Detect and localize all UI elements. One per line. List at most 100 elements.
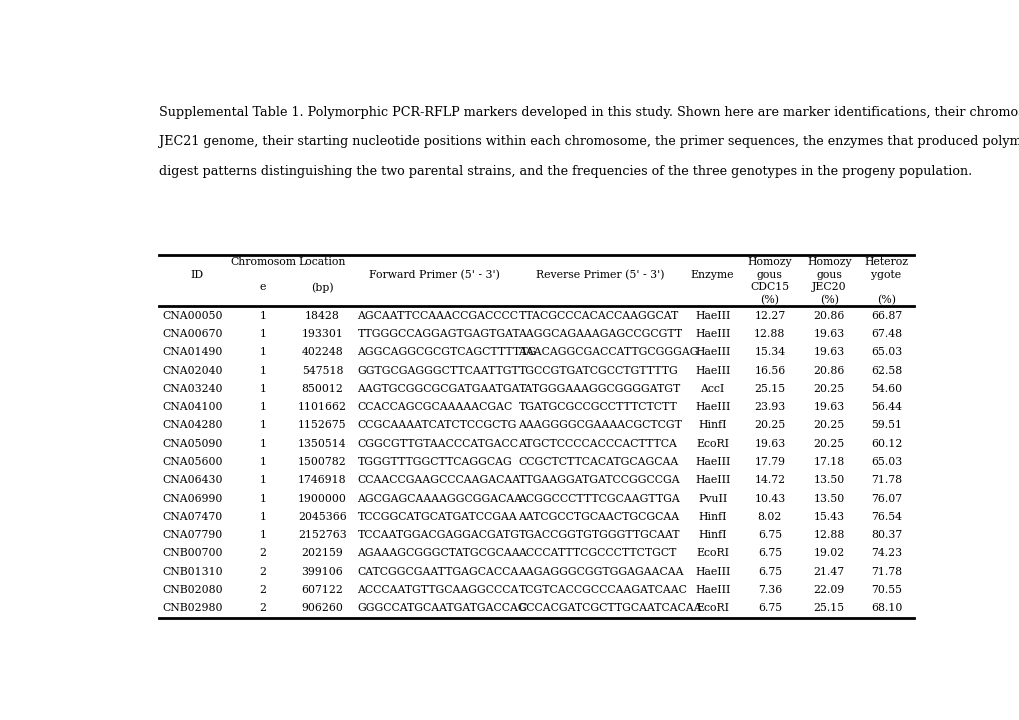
Text: 1: 1 — [259, 438, 266, 449]
Text: 6.75: 6.75 — [757, 549, 782, 559]
Text: 6.75: 6.75 — [757, 530, 782, 540]
Text: CNB02080: CNB02080 — [162, 585, 223, 595]
Text: CNA07470: CNA07470 — [162, 512, 222, 522]
Text: 8.02: 8.02 — [757, 512, 782, 522]
Text: Reverse Primer (5' - 3'): Reverse Primer (5' - 3') — [535, 269, 663, 280]
Text: Chromosom: Chromosom — [230, 257, 296, 267]
Text: Enzyme: Enzyme — [690, 269, 734, 279]
Text: CNA06430: CNA06430 — [162, 475, 222, 485]
Text: HinfI: HinfI — [698, 420, 727, 431]
Text: 65.03: 65.03 — [870, 457, 901, 467]
Text: 22.09: 22.09 — [813, 585, 844, 595]
Text: 23.93: 23.93 — [753, 402, 785, 412]
Text: Supplemental Table 1. Polymorphic PCR-RFLP markers developed in this study. Show: Supplemental Table 1. Polymorphic PCR-RF… — [159, 106, 1019, 119]
Text: 402248: 402248 — [302, 347, 343, 357]
Text: 68.10: 68.10 — [870, 603, 901, 613]
Text: TGACCGGTGTGGGTTGCAAT: TGACCGGTGTGGGTTGCAAT — [518, 530, 680, 540]
Text: GGTGCGAGGGCTTCAATTGT: GGTGCGAGGGCTTCAATTGT — [357, 366, 519, 376]
Text: 6.75: 6.75 — [757, 567, 782, 577]
Text: CNA01490: CNA01490 — [162, 347, 222, 357]
Text: 17.79: 17.79 — [754, 457, 785, 467]
Text: 1: 1 — [259, 457, 266, 467]
Text: 15.43: 15.43 — [813, 512, 844, 522]
Text: ATGCTCCCCACCCACTTTCA: ATGCTCCCCACCCACTTTCA — [518, 438, 677, 449]
Text: 15.34: 15.34 — [753, 347, 785, 357]
Text: (%): (%) — [819, 295, 838, 305]
Text: CNA03240: CNA03240 — [162, 384, 222, 394]
Text: 906260: 906260 — [302, 603, 343, 613]
Text: (bp): (bp) — [311, 282, 333, 292]
Text: (%): (%) — [759, 295, 779, 305]
Text: CNA00670: CNA00670 — [162, 329, 222, 339]
Text: Homozy: Homozy — [747, 257, 792, 267]
Text: 399106: 399106 — [302, 567, 343, 577]
Text: CNA05090: CNA05090 — [162, 438, 222, 449]
Text: 2: 2 — [259, 603, 266, 613]
Text: 2045366: 2045366 — [298, 512, 346, 522]
Text: 16.56: 16.56 — [753, 366, 785, 376]
Text: TCGTCACCGCCCAAGATCAAC: TCGTCACCGCCCAAGATCAAC — [518, 585, 687, 595]
Text: CATCGGCGAATTGAGCACCA: CATCGGCGAATTGAGCACCA — [357, 567, 518, 577]
Text: AAGAGGGCGGTGGAGAACAA: AAGAGGGCGGTGGAGAACAA — [518, 567, 684, 577]
Text: 2: 2 — [259, 585, 266, 595]
Text: AAACAGGCGACCATTGCGGGAG: AAACAGGCGACCATTGCGGGAG — [518, 347, 698, 357]
Text: gous: gous — [756, 269, 782, 279]
Text: 1101662: 1101662 — [298, 402, 346, 412]
Text: digest patterns distinguishing the two parental strains, and the frequencies of : digest patterns distinguishing the two p… — [159, 165, 971, 178]
Text: 60.12: 60.12 — [870, 438, 901, 449]
Text: 850012: 850012 — [302, 384, 343, 394]
Text: 54.60: 54.60 — [870, 384, 901, 394]
Text: e: e — [260, 282, 266, 292]
Text: CCACCAGCGCAAAAACGAC: CCACCAGCGCAAAAACGAC — [357, 402, 513, 412]
Text: ID: ID — [191, 269, 204, 279]
Text: 17.18: 17.18 — [813, 457, 844, 467]
Text: 1: 1 — [259, 384, 266, 394]
Text: 193301: 193301 — [302, 329, 343, 339]
Text: 1: 1 — [259, 512, 266, 522]
Text: 76.07: 76.07 — [870, 494, 901, 503]
Text: 65.03: 65.03 — [870, 347, 901, 357]
Text: 12.88: 12.88 — [753, 329, 785, 339]
Text: TTGGGCCAGGAGTGAGTGAT: TTGGGCCAGGAGTGAGTGAT — [357, 329, 520, 339]
Text: 19.63: 19.63 — [753, 438, 785, 449]
Text: HaeIII: HaeIII — [694, 567, 730, 577]
Text: CNA00050: CNA00050 — [162, 310, 222, 320]
Text: 20.86: 20.86 — [813, 310, 844, 320]
Text: 25.15: 25.15 — [753, 384, 785, 394]
Text: TCCAATGGACGAGGACGATG: TCCAATGGACGAGGACGATG — [357, 530, 519, 540]
Text: AGCAATTCCAAACCGACCCC: AGCAATTCCAAACCGACCCC — [357, 310, 518, 320]
Text: 2152763: 2152763 — [298, 530, 346, 540]
Text: 14.72: 14.72 — [753, 475, 785, 485]
Text: CCCACGATCGCTTGCAATCACAA: CCCACGATCGCTTGCAATCACAA — [518, 603, 701, 613]
Text: ACGGCCCTTTCGCAAGTTGA: ACGGCCCTTTCGCAAGTTGA — [518, 494, 680, 503]
Text: Heteroz: Heteroz — [864, 257, 908, 267]
Text: CNB02980: CNB02980 — [162, 603, 222, 613]
Text: 10.43: 10.43 — [753, 494, 785, 503]
Text: ygote: ygote — [870, 269, 901, 279]
Text: HaeIII: HaeIII — [694, 347, 730, 357]
Text: CDC15: CDC15 — [750, 282, 789, 292]
Text: PvuII: PvuII — [697, 494, 727, 503]
Text: 59.51: 59.51 — [870, 420, 901, 431]
Text: EcoRI: EcoRI — [695, 549, 729, 559]
Text: 1: 1 — [259, 329, 266, 339]
Text: Location: Location — [299, 257, 345, 267]
Text: 20.25: 20.25 — [753, 420, 785, 431]
Text: CCAACCGAAGCCCAAGACAA: CCAACCGAAGCCCAAGACAA — [357, 475, 520, 485]
Text: 20.86: 20.86 — [813, 366, 844, 376]
Text: 12.88: 12.88 — [813, 530, 844, 540]
Text: AATCGCCTGCAACTGCGCAA: AATCGCCTGCAACTGCGCAA — [518, 512, 679, 522]
Text: HaeIII: HaeIII — [694, 457, 730, 467]
Text: AAAGGGGCGAAAACGCTCGT: AAAGGGGCGAAAACGCTCGT — [518, 420, 682, 431]
Text: JEC21 genome, their starting nucleotide positions within each chromosome, the pr: JEC21 genome, their starting nucleotide … — [159, 135, 1019, 148]
Text: 13.50: 13.50 — [813, 475, 844, 485]
Text: gous: gous — [815, 269, 842, 279]
Text: HaeIII: HaeIII — [694, 329, 730, 339]
Text: TGGGTTTGGCTTCAGGCAG: TGGGTTTGGCTTCAGGCAG — [357, 457, 512, 467]
Text: 19.63: 19.63 — [813, 347, 844, 357]
Text: HinfI: HinfI — [698, 512, 727, 522]
Text: CNB01310: CNB01310 — [162, 567, 223, 577]
Text: 2: 2 — [259, 549, 266, 559]
Text: 67.48: 67.48 — [870, 329, 901, 339]
Text: 18428: 18428 — [305, 310, 339, 320]
